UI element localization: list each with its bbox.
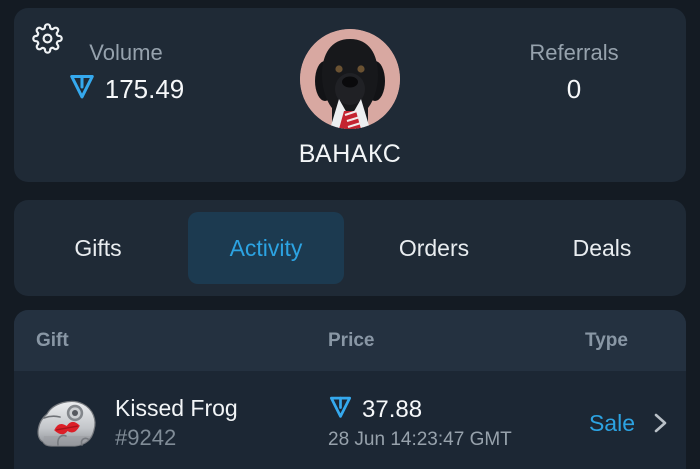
profile-name: ВАНАКС xyxy=(298,140,402,168)
tab-gifts[interactable]: Gifts xyxy=(74,234,122,261)
type-cell: Sale xyxy=(585,410,686,437)
referrals-label: Referrals xyxy=(529,40,619,65)
tab-activity[interactable]: Activity xyxy=(188,212,344,284)
gift-text: Kissed Frog #9242 xyxy=(115,395,238,451)
column-header-type: Type xyxy=(585,329,628,351)
ton-icon xyxy=(68,74,96,105)
activity-table: Gift Price Type xyxy=(14,310,686,469)
volume-value: 175.49 xyxy=(104,74,185,104)
settings-button[interactable] xyxy=(30,23,64,59)
sale-link[interactable]: Sale xyxy=(588,409,635,436)
price-cell: 37.88 28 Jun 14:23:47 GMT xyxy=(328,396,585,451)
gift-number: #9242 xyxy=(115,425,177,450)
referrals-stat: Referrals 0 xyxy=(462,8,686,182)
kissed-frog-icon xyxy=(30,387,102,459)
price-datetime: 28 Jun 14:23:47 GMT xyxy=(328,428,512,450)
column-header-gift: Gift xyxy=(36,329,69,351)
tab-bar: Gifts Activity Orders Deals xyxy=(14,200,686,296)
volume-label: Volume xyxy=(89,40,163,65)
referrals-value: 0 xyxy=(566,74,582,104)
volume-stat: Volume 175.49 xyxy=(14,8,238,182)
profile-center: ВАНАКС xyxy=(238,8,462,182)
gear-icon xyxy=(31,23,63,59)
ton-icon xyxy=(328,396,353,424)
avatar[interactable] xyxy=(300,29,400,129)
tab-deals[interactable]: Deals xyxy=(572,234,632,261)
gift-name: Kissed Frog xyxy=(115,395,238,421)
column-header-price: Price xyxy=(328,329,375,351)
tab-orders[interactable]: Orders xyxy=(398,234,470,261)
profile-card: Volume 175.49 xyxy=(14,8,686,182)
table-row[interactable]: Kissed Frog #9242 37.88 28 Jun 14:23:47 … xyxy=(14,371,686,469)
table-header: Gift Price Type xyxy=(14,310,686,371)
gift-cell: Kissed Frog #9242 xyxy=(14,387,328,459)
chevron-right-icon[interactable] xyxy=(650,411,670,435)
price-value: 37.88 xyxy=(362,395,423,423)
